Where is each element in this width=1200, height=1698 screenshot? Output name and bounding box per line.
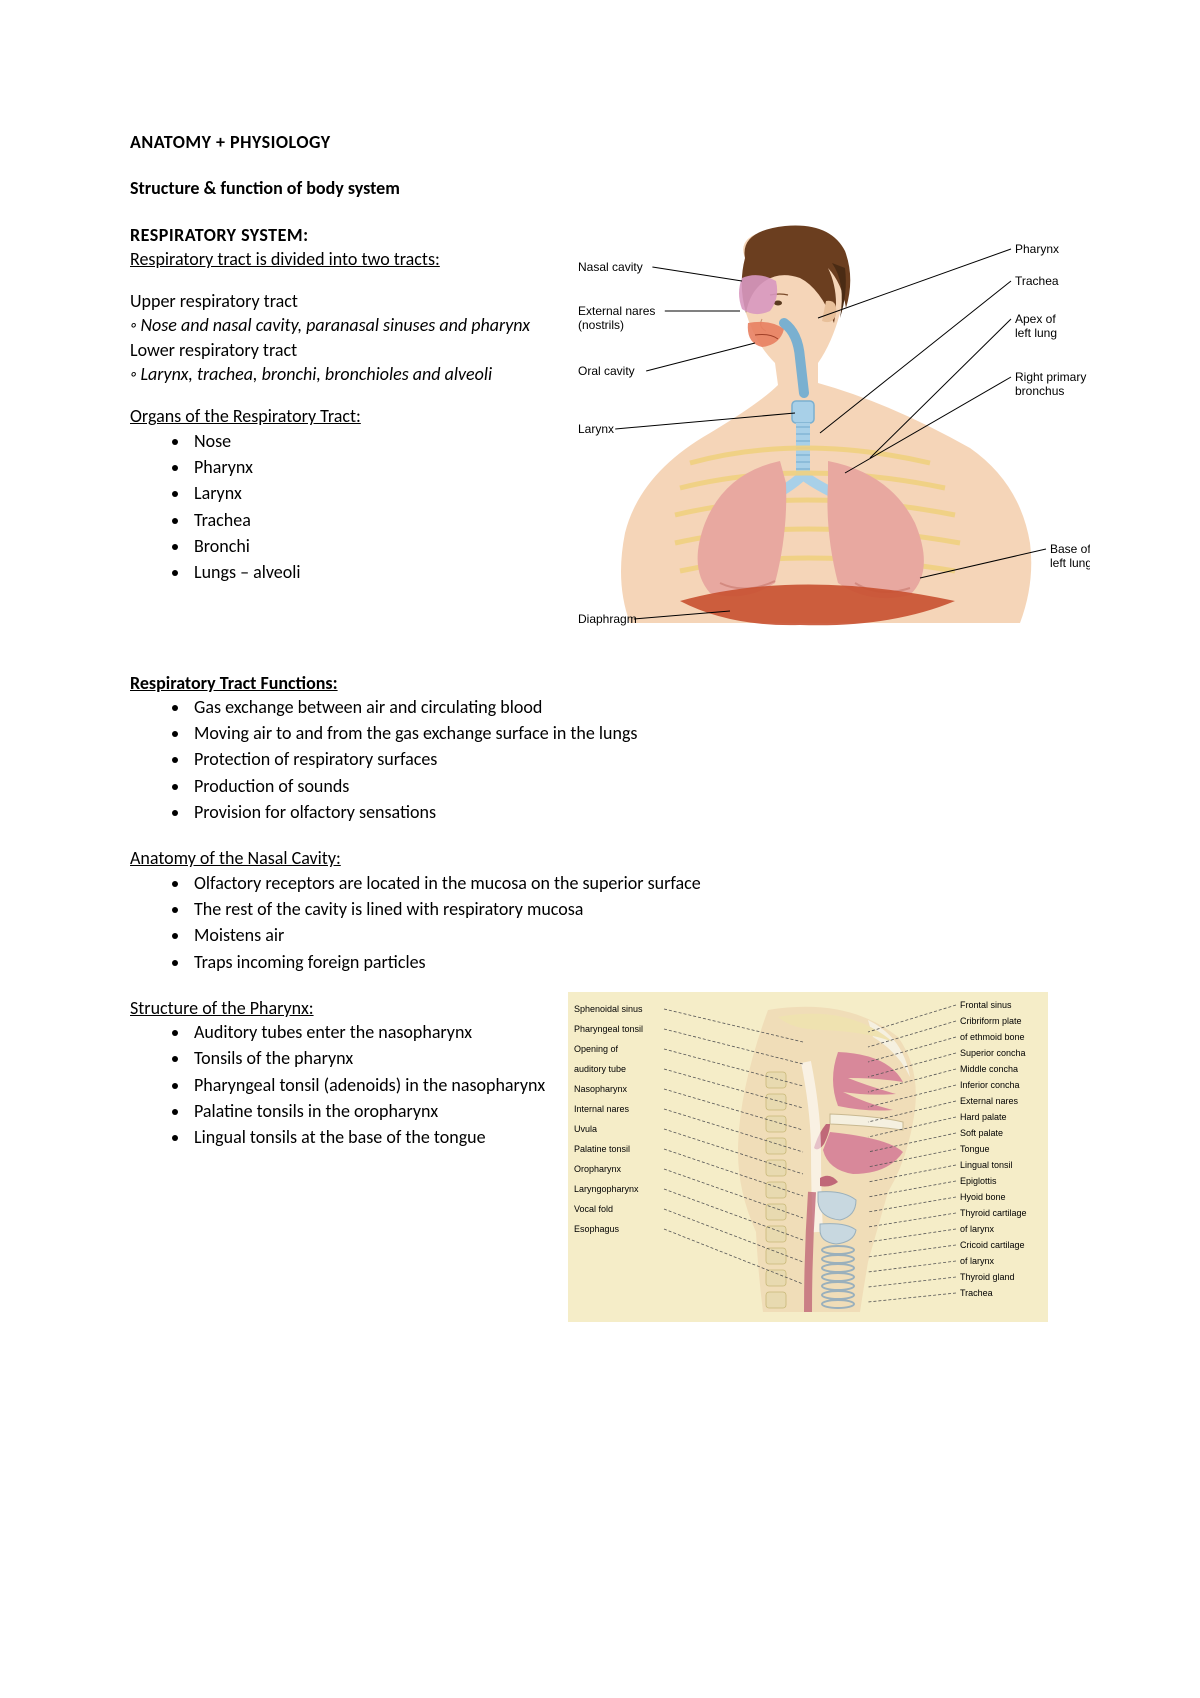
svg-text:Inferior concha: Inferior concha xyxy=(960,1080,1020,1090)
svg-text:Trachea: Trachea xyxy=(1015,274,1059,288)
svg-text:Internal nares: Internal nares xyxy=(574,1104,630,1114)
nasal-heading: Anatomy of the Nasal Cavity: xyxy=(130,846,1090,870)
list-item: Lungs – alveoli xyxy=(190,560,552,584)
organs-list: NosePharynxLarynx TracheaBronchiLungs – a… xyxy=(190,429,552,585)
list-item: Moistens air xyxy=(190,923,1090,947)
list-item: Olfactory receptors are located in the m… xyxy=(190,871,1090,895)
svg-text:Base of: Base of xyxy=(1050,542,1090,556)
pharynx-diagram: Sphenoidal sinus Pharyngeal tonsil Opening… xyxy=(568,992,1048,1322)
list-item: Trachea xyxy=(190,508,552,532)
list-item: Protection of respiratory surfaces xyxy=(190,747,1090,771)
pharynx-heading: Structure of the Pharynx: xyxy=(130,996,550,1020)
list-item: Larynx xyxy=(190,481,552,505)
svg-text:Palatine tonsil: Palatine tonsil xyxy=(574,1144,630,1154)
respiratory-diagram: Nasal cavity External nares(nostrils) Oral… xyxy=(570,223,1090,663)
functions-heading: Respiratory Tract Functions: xyxy=(130,671,1090,695)
svg-text:Oral cavity: Oral cavity xyxy=(578,364,635,378)
list-item: Pharyngeal tonsil (adenoids) in the naso… xyxy=(190,1073,550,1097)
svg-text:left lung: left lung xyxy=(1050,556,1090,570)
svg-text:Hard palate: Hard palate xyxy=(960,1112,1007,1122)
list-item: Moving air to and from the gas exchange … xyxy=(190,721,1090,745)
svg-text:Laryngopharynx: Laryngopharynx xyxy=(574,1184,639,1194)
list-item: Gas exchange between air and circulating… xyxy=(190,695,1090,719)
svg-text:Diaphragm: Diaphragm xyxy=(578,612,637,626)
svg-text:Middle concha: Middle concha xyxy=(960,1064,1018,1074)
upper-tract-desc: ◦ Nose and nasal cavity, paranasal sinus… xyxy=(130,313,552,337)
svg-text:of larynx: of larynx xyxy=(960,1224,995,1234)
svg-text:Soft palate: Soft palate xyxy=(960,1128,1003,1138)
list-item: Provision for olfactory sensations xyxy=(190,800,1090,824)
list-item: Bronchi xyxy=(190,534,552,558)
svg-text:Lingual tonsil: Lingual tonsil xyxy=(960,1160,1013,1170)
svg-text:Epiglottis: Epiglottis xyxy=(960,1176,997,1186)
svg-text:Nasal cavity: Nasal cavity xyxy=(578,260,643,274)
upper-tract-label: Upper respiratory tract xyxy=(130,289,552,313)
lower-tract-label: Lower respiratory tract xyxy=(130,338,552,362)
svg-text:of larynx: of larynx xyxy=(960,1256,995,1266)
svg-text:Sphenoidal sinus: Sphenoidal sinus xyxy=(574,1004,643,1014)
functions-list: Gas exchange between air and circulating… xyxy=(190,695,1090,824)
svg-text:left lung: left lung xyxy=(1015,326,1057,340)
svg-text:Thyroid gland: Thyroid gland xyxy=(960,1272,1015,1282)
svg-text:Cricoid cartilage: Cricoid cartilage xyxy=(960,1240,1025,1250)
list-item: Auditory tubes enter the nasopharynx xyxy=(190,1020,550,1044)
svg-text:(nostrils): (nostrils) xyxy=(578,318,624,332)
svg-text:Opening of: Opening of xyxy=(574,1044,619,1054)
svg-text:Cribriform plate: Cribriform plate xyxy=(960,1016,1022,1026)
list-item: Lingual tonsils at the base of the tongu… xyxy=(190,1125,550,1149)
svg-text:of ethmoid bone: of ethmoid bone xyxy=(960,1032,1025,1042)
lower-tract-desc: ◦ Larynx, trachea, bronchi, bronchioles … xyxy=(130,362,552,386)
course-header: ANATOMY + PHYSIOLOGY xyxy=(130,130,1090,154)
page-title: Structure & function of body system xyxy=(130,176,1090,200)
svg-text:Larynx: Larynx xyxy=(578,422,614,436)
list-item: Traps incoming foreign particles xyxy=(190,950,1090,974)
list-item: Production of sounds xyxy=(190,774,1090,798)
svg-text:Pharynx: Pharynx xyxy=(1015,242,1059,256)
svg-text:Oropharynx: Oropharynx xyxy=(574,1164,622,1174)
resp-subheading: Respiratory tract is divided into two tr… xyxy=(130,247,552,271)
svg-text:Pharyngeal tonsil: Pharyngeal tonsil xyxy=(574,1024,643,1034)
svg-text:Apex of: Apex of xyxy=(1015,312,1056,326)
svg-text:Tongue: Tongue xyxy=(960,1144,990,1154)
list-item: Pharynx xyxy=(190,455,552,479)
svg-text:Right primary: Right primary xyxy=(1015,370,1086,384)
svg-text:Nasopharynx: Nasopharynx xyxy=(574,1084,628,1094)
svg-text:Hyoid bone: Hyoid bone xyxy=(960,1192,1006,1202)
organs-heading: Organs of the Respiratory Tract: xyxy=(130,404,552,428)
svg-text:auditory tube: auditory tube xyxy=(574,1064,626,1074)
svg-text:Vocal fold: Vocal fold xyxy=(574,1204,613,1214)
list-item: Tonsils of the pharynx xyxy=(190,1046,550,1070)
svg-text:Uvula: Uvula xyxy=(574,1124,597,1134)
svg-text:External nares: External nares xyxy=(960,1096,1019,1106)
svg-text:Thyroid cartilage: Thyroid cartilage xyxy=(960,1208,1027,1218)
list-item: The rest of the cavity is lined with res… xyxy=(190,897,1090,921)
list-item: Palatine tonsils in the oropharynx xyxy=(190,1099,550,1123)
svg-text:bronchus: bronchus xyxy=(1015,384,1064,398)
svg-text:Superior concha: Superior concha xyxy=(960,1048,1026,1058)
svg-text:Trachea: Trachea xyxy=(960,1288,993,1298)
pharynx-list: Auditory tubes enter the nasopharynxTons… xyxy=(190,1020,550,1149)
svg-text:Esophagus: Esophagus xyxy=(574,1224,620,1234)
nasal-list: Olfactory receptors are located in the m… xyxy=(190,871,1090,974)
svg-text:External nares: External nares xyxy=(578,304,655,318)
resp-heading: RESPIRATORY SYSTEM: xyxy=(130,223,552,247)
list-item: Nose xyxy=(190,429,552,453)
svg-text:Frontal sinus: Frontal sinus xyxy=(960,1000,1012,1010)
